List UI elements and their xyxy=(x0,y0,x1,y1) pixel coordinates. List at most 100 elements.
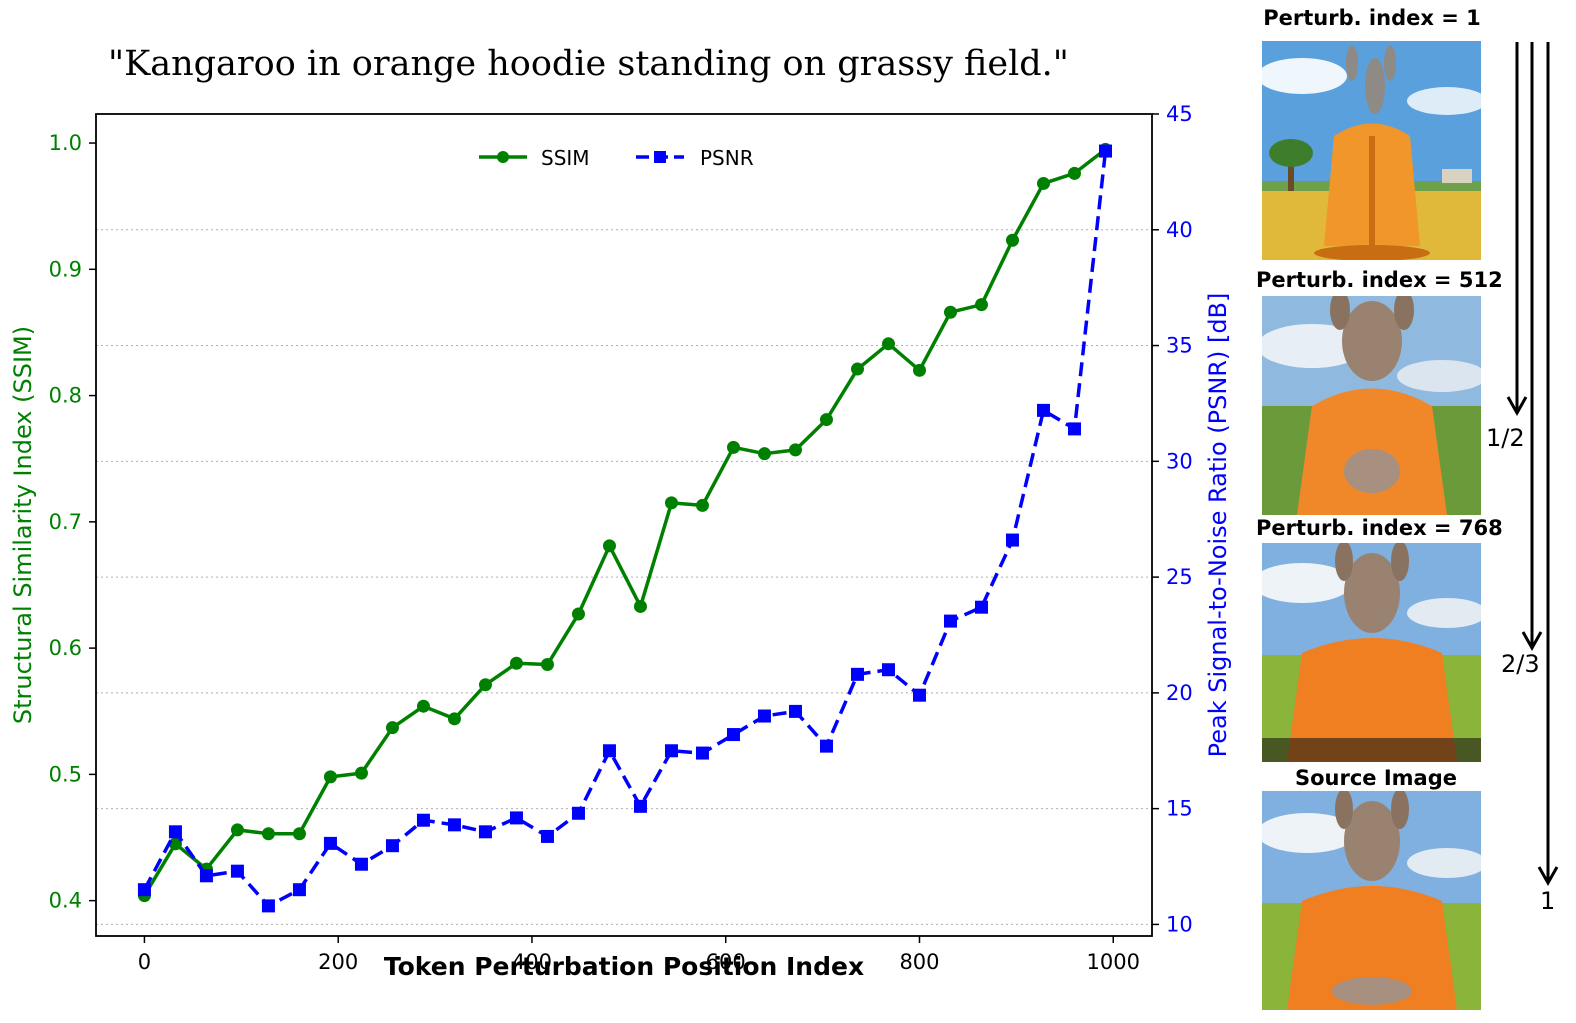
psnr-point xyxy=(509,811,523,825)
photo-kangaroo-image-512 xyxy=(1262,296,1481,515)
ssim-point xyxy=(602,539,616,553)
fraction-two-thirds: 2/3 xyxy=(1501,650,1540,678)
ssim-point xyxy=(416,699,430,713)
psnr-point xyxy=(261,899,275,913)
x-tick-label: 0 xyxy=(138,950,151,974)
psnr-point xyxy=(695,746,709,760)
grid-layer xyxy=(96,229,1152,925)
psnr-point xyxy=(881,663,895,677)
psnr-point xyxy=(850,667,864,681)
ssim-line xyxy=(142,148,1107,897)
psnr-point xyxy=(230,864,244,878)
ssim-point xyxy=(354,766,368,780)
psnr-point xyxy=(664,744,678,758)
ssim-point xyxy=(974,298,988,312)
ssim-point xyxy=(1005,233,1019,247)
y-right-tick-label: 15 xyxy=(1166,797,1193,821)
psnr-point xyxy=(602,744,616,758)
psnr-point xyxy=(385,839,399,853)
y-left-tick-label: 0.6 xyxy=(49,636,82,660)
x-tick-label: 600 xyxy=(706,950,746,974)
panel-image-1 xyxy=(1262,41,1481,260)
progress-arrows xyxy=(1506,42,1559,887)
arrow-full-head xyxy=(1537,866,1559,887)
legend-psnr-marker xyxy=(654,151,666,163)
y-right-tick-label: 45 xyxy=(1166,102,1193,126)
panel-label-3: Perturb. index = 768 xyxy=(1256,516,1503,540)
ssim-point xyxy=(447,712,461,726)
y-axis-right-label: Peak Signal-to-Noise Ratio (PSNR) [dB] xyxy=(1204,293,1232,758)
psnr-point xyxy=(633,799,647,813)
ssim-point xyxy=(385,721,399,735)
photo-kangaroo-image-768 xyxy=(1262,543,1481,762)
y-left-tick-label: 0.7 xyxy=(49,510,82,534)
plot-frame xyxy=(95,113,1153,937)
panel-image-3 xyxy=(1262,543,1481,762)
x-tick-label: 800 xyxy=(899,950,939,974)
panel-image-4 xyxy=(1262,791,1481,1010)
psnr-point xyxy=(478,825,492,839)
psnr-point xyxy=(912,688,926,702)
ssim-point xyxy=(943,305,957,319)
ssim-point xyxy=(230,823,244,837)
panel-image-2 xyxy=(1262,296,1481,515)
legend-ssim-label: SSIM xyxy=(541,146,590,170)
y-right-tick-label: 10 xyxy=(1166,912,1193,936)
arrow-twothirds-head xyxy=(1521,631,1543,652)
psnr-point xyxy=(943,614,957,628)
ssim-point xyxy=(788,443,802,457)
psnr-point xyxy=(447,818,461,832)
ssim-point xyxy=(1036,176,1050,190)
psnr-point xyxy=(757,709,771,723)
ssim-point xyxy=(850,362,864,376)
x-axis-label: Token Perturbation Position Index xyxy=(384,952,864,981)
ssim-point xyxy=(664,496,678,510)
legend-ssim-marker xyxy=(497,151,509,163)
psnr-point xyxy=(1036,403,1050,417)
psnr-point xyxy=(292,883,306,897)
psnr-line xyxy=(142,150,1108,908)
series-layer xyxy=(137,142,1112,913)
panel-label-2: Perturb. index = 512 xyxy=(1256,268,1503,292)
psnr-point xyxy=(323,836,337,850)
ssim-point xyxy=(881,337,895,351)
panel-label-1: Perturb. index = 1 xyxy=(1263,6,1481,30)
psnr-point xyxy=(819,739,833,753)
psnr-point xyxy=(1098,144,1112,158)
legend-psnr-label: PSNR xyxy=(700,146,754,170)
psnr-point xyxy=(416,813,430,827)
y-right-tick-label: 30 xyxy=(1166,449,1193,473)
panel-label-4: Source Image xyxy=(1294,766,1457,790)
ssim-point xyxy=(509,656,523,670)
ssim-point xyxy=(571,607,585,621)
psnr-point xyxy=(1005,533,1019,547)
psnr-point xyxy=(571,806,585,820)
psnr-point xyxy=(168,825,182,839)
ssim-point xyxy=(912,363,926,377)
legend: SSIM PSNR xyxy=(479,146,754,170)
source-kangaroo-image xyxy=(1262,791,1481,1010)
cartoon-kangaroo-image xyxy=(1262,41,1481,260)
y-right-tick-label: 25 xyxy=(1166,565,1193,589)
ssim-point xyxy=(292,827,306,841)
psnr-point xyxy=(137,883,151,897)
ssim-point xyxy=(819,413,833,427)
psnr-point xyxy=(540,829,554,843)
ssim-point xyxy=(1067,166,1081,180)
y-right-tick-label: 40 xyxy=(1166,218,1193,242)
y-left-tick-label: 0.5 xyxy=(49,762,82,786)
fraction-half: 1/2 xyxy=(1486,424,1525,452)
psnr-point xyxy=(199,869,213,883)
y-left-tick-label: 0.9 xyxy=(49,257,82,281)
psnr-point xyxy=(974,600,988,614)
y-left-tick-label: 1.0 xyxy=(49,131,82,155)
ssim-point xyxy=(323,770,337,784)
ssim-point xyxy=(695,498,709,512)
y-left-tick-label: 0.8 xyxy=(49,384,82,408)
y-left-tick-label: 0.4 xyxy=(49,889,82,913)
prompt-title: "Kangaroo in orange hoodie standing on g… xyxy=(108,44,1069,84)
psnr-point xyxy=(726,728,740,742)
ssim-point xyxy=(633,599,647,613)
x-tick-label: 1000 xyxy=(1087,950,1140,974)
